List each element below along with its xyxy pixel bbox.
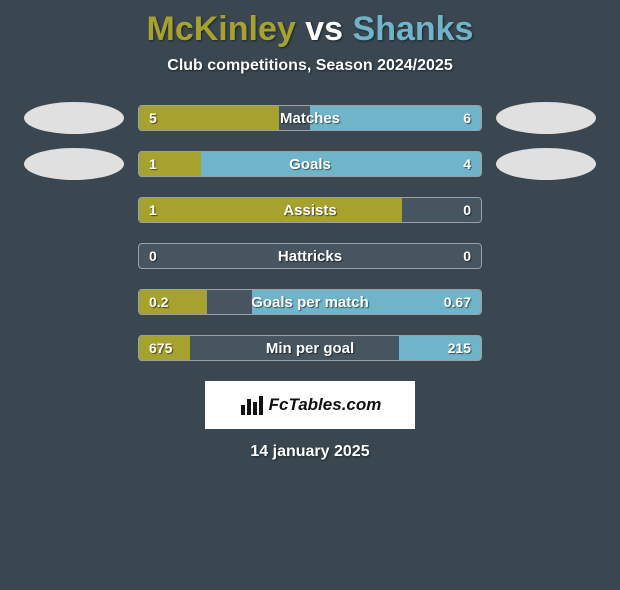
comparison-title: McKinley vs Shanks [0, 10, 620, 49]
site-logo: FcTables.com [205, 381, 415, 429]
stat-label: Goals per match [139, 290, 481, 314]
stat-bar: 10Assists [138, 197, 482, 223]
stat-label: Min per goal [139, 336, 481, 360]
stat-label: Assists [139, 198, 481, 222]
stat-row: 00Hattricks [0, 243, 620, 269]
vs-label: vs [305, 10, 343, 48]
player2-name: Shanks [353, 10, 474, 48]
stat-label: Matches [139, 106, 481, 130]
player1-photo [24, 148, 124, 180]
stat-bar: 56Matches [138, 105, 482, 131]
stat-bar: 00Hattricks [138, 243, 482, 269]
stat-bar: 14Goals [138, 151, 482, 177]
player2-photo [496, 102, 596, 134]
stat-row: 14Goals [0, 151, 620, 177]
player1-name: McKinley [147, 10, 296, 48]
player1-photo [24, 102, 124, 134]
bars-icon [239, 393, 263, 417]
stats-chart: 56Matches 14Goals 10Assists 00Hattricks 0.20… [0, 105, 620, 361]
stat-bar: 675215Min per goal [138, 335, 482, 361]
snapshot-date: 14 january 2025 [0, 443, 620, 461]
player2-photo [496, 148, 596, 180]
stat-row: 10Assists [0, 197, 620, 223]
subtitle: Club competitions, Season 2024/2025 [0, 57, 620, 75]
logo-text: FcTables.com [269, 395, 382, 415]
stat-label: Goals [139, 152, 481, 176]
stat-bar: 0.20.67Goals per match [138, 289, 482, 315]
stat-label: Hattricks [139, 244, 481, 268]
stat-row: 56Matches [0, 105, 620, 131]
stat-row: 0.20.67Goals per match [0, 289, 620, 315]
stat-row: 675215Min per goal [0, 335, 620, 361]
